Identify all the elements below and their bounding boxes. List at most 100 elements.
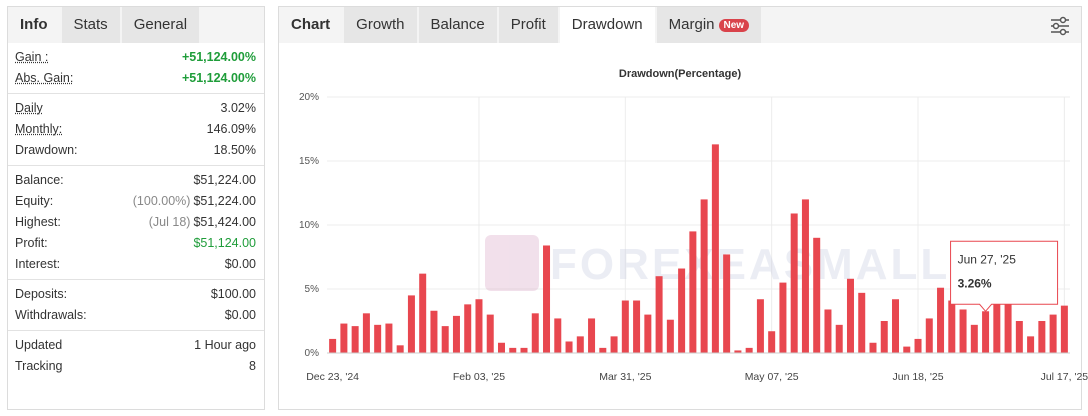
row-value: 146.09% <box>206 122 256 136</box>
info-tabs: Info Stats General <box>8 7 264 43</box>
tab[interactable]: Profit <box>498 7 558 43</box>
new-badge: New <box>718 19 750 32</box>
bar <box>1060 305 1068 353</box>
row-value-wrap: 18.50% <box>214 140 256 161</box>
bar <box>892 299 900 353</box>
settings-icon[interactable] <box>1049 15 1071 37</box>
bar <box>937 287 945 353</box>
info-row: Drawdown: 18.50% <box>15 140 256 161</box>
bar <box>813 237 821 353</box>
bar <box>756 299 764 353</box>
bar <box>621 300 629 353</box>
info-groups: Gain : +51,124.00% Abs. Gain: +51,124.00% Da… <box>8 43 264 381</box>
info-group: Balance: $51,224.00 Equity: (100.00%) $51,22… <box>8 166 264 280</box>
info-row: Deposits: $100.00 <box>15 284 256 305</box>
bar <box>925 318 933 353</box>
info-row: Abs. Gain: +51,124.00% <box>15 68 256 89</box>
row-value-wrap: (Jul 18) $51,424.00 <box>149 212 256 233</box>
info-group: Updated 1 Hour ago Tracking 8 <box>8 331 264 381</box>
tab-label: Growth <box>356 16 405 33</box>
bar <box>734 350 742 353</box>
chart-title: Drawdown(Percentage) <box>619 68 742 80</box>
x-tick-label: May 07, '25 <box>745 371 799 383</box>
y-tick-label: 20% <box>299 92 319 103</box>
bar <box>610 336 618 353</box>
bar <box>1004 300 1012 353</box>
bar <box>948 300 956 353</box>
info-row: Tracking 8 <box>15 356 256 377</box>
bar <box>565 341 573 353</box>
tab[interactable]: Drawdown <box>559 7 655 43</box>
bar <box>554 318 562 353</box>
row-label: Gain : <box>15 50 49 64</box>
tab[interactable]: General <box>121 7 200 43</box>
bar <box>1038 321 1046 353</box>
bar <box>441 326 449 353</box>
tab-label: Profit <box>510 16 546 33</box>
row-value-wrap: 1 Hour ago <box>194 335 256 356</box>
row-value-wrap: $100.00 <box>211 284 256 305</box>
row-value: $51,224.00 <box>193 173 256 187</box>
bar <box>666 319 674 353</box>
tab[interactable]: Growth <box>344 7 417 43</box>
row-value: 8 <box>249 359 256 373</box>
bar <box>723 254 731 353</box>
row-value-wrap: $51,224.00 <box>193 170 256 191</box>
tooltip-box <box>950 240 1059 313</box>
x-tick-label: Feb 03, '25 <box>453 371 505 383</box>
info-group: Gain : +51,124.00% Abs. Gain: +51,124.00% <box>8 43 264 94</box>
tab[interactable]: Margin New <box>656 7 762 43</box>
bar <box>700 199 708 353</box>
bar <box>982 311 990 353</box>
row-note: (100.00%) <box>132 194 191 208</box>
row-value-wrap: 3.02% <box>221 98 256 119</box>
tab-label: Margin <box>668 16 715 33</box>
x-tick-label: Dec 23, '24 <box>306 371 359 383</box>
bar <box>779 282 787 353</box>
row-value-wrap: $0.00 <box>225 254 256 275</box>
bar <box>385 323 393 353</box>
bar <box>790 213 798 353</box>
row-value-wrap: 8 <box>249 356 256 377</box>
tab[interactable]: Chart <box>279 7 343 43</box>
bar <box>396 345 404 353</box>
bar <box>768 331 776 353</box>
bar <box>329 338 337 353</box>
row-label: Interest: <box>15 257 61 271</box>
bar <box>464 304 472 353</box>
row-label: Updated <box>15 338 63 352</box>
bar <box>543 245 551 353</box>
bar <box>509 347 517 353</box>
row-value-wrap: (100.00%) $51,224.00 <box>133 191 256 212</box>
tab[interactable]: Balance <box>418 7 497 43</box>
row-value: $0.00 <box>224 308 256 322</box>
row-label: Monthly: <box>15 122 63 136</box>
row-note: (Jul 18) <box>148 215 191 229</box>
watermark-logo <box>485 235 539 291</box>
tab[interactable]: Info <box>8 7 60 43</box>
bar <box>351 326 359 353</box>
chart-tabs: Chart Growth Balance Profit Drawdown Margin Ne… <box>279 7 1081 43</box>
row-value: $51,224.00 <box>193 194 256 208</box>
row-label: Highest: <box>15 215 61 229</box>
bar <box>914 338 922 353</box>
row-label: Withdrawals: <box>15 308 87 322</box>
bar <box>880 321 888 353</box>
watermark: FOREXEASMALL <box>485 235 947 291</box>
row-value-wrap: $0.00 <box>225 305 256 326</box>
tooltip-value: 3.26% <box>958 276 992 290</box>
bar <box>970 324 978 353</box>
row-label: Drawdown: <box>15 143 78 157</box>
info-group: Daily 3.02% Monthly: 146.09% Drawdown: 18.50% <box>8 94 264 166</box>
bar <box>846 278 854 353</box>
info-row: Updated 1 Hour ago <box>15 335 256 356</box>
tab[interactable]: Stats <box>61 7 120 43</box>
info-panel: Info Stats General Gain : +51,124.00% Abs. G… <box>7 6 265 410</box>
bar <box>452 315 460 353</box>
row-value: +51,124.00% <box>181 50 256 64</box>
bar <box>869 342 877 353</box>
row-value: $0.00 <box>224 257 256 271</box>
bar <box>959 309 967 353</box>
tooltip: Jun 27, '25 3.26% <box>950 240 1059 313</box>
x-tick-label: Mar 31, '25 <box>599 371 651 383</box>
